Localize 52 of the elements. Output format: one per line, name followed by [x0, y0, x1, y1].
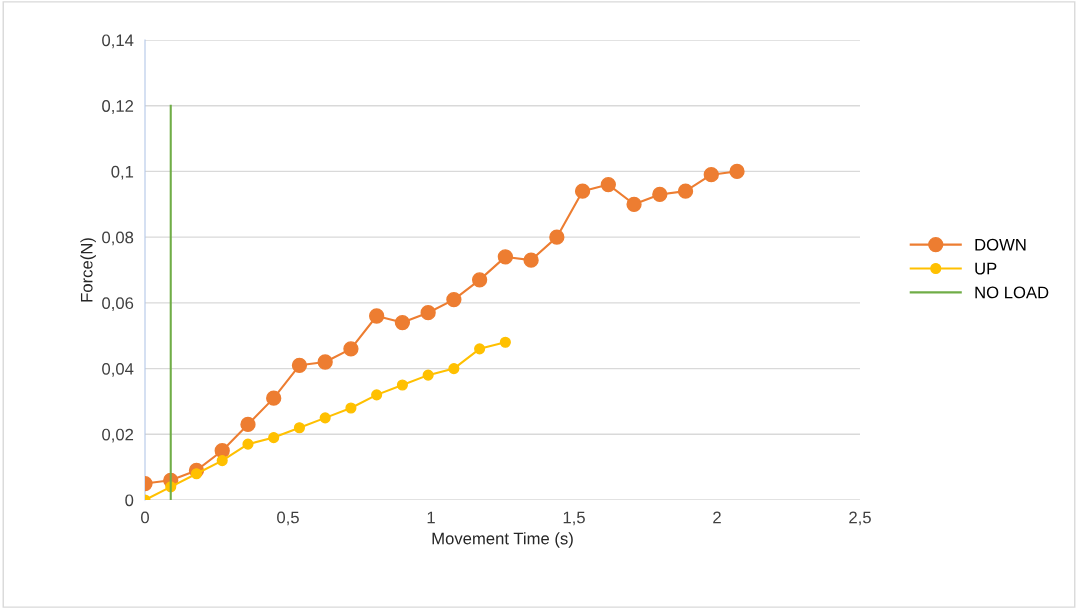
point	[319, 412, 331, 424]
point	[446, 291, 462, 308]
point	[420, 305, 436, 321]
point	[190, 468, 203, 480]
y-axis-title: Force(N)	[80, 238, 96, 302]
point	[291, 357, 308, 373]
point	[574, 183, 591, 199]
point	[216, 455, 228, 467]
y-tick-label: 0,08	[102, 231, 134, 246]
point	[499, 336, 511, 348]
point	[242, 438, 254, 450]
y-tick-label: 0,06	[102, 297, 134, 312]
x-axis-title: Movement Time (s)	[432, 532, 573, 548]
point	[317, 354, 333, 370]
y-tick-label: 0,12	[102, 100, 134, 114]
legend-label: NO LOAD	[975, 286, 1049, 299]
point	[343, 341, 359, 357]
point	[345, 402, 357, 414]
y-tick-label: 0,14	[102, 34, 134, 49]
point	[293, 422, 305, 434]
point	[677, 183, 694, 199]
point	[497, 249, 513, 265]
point	[448, 363, 460, 375]
x-tick-label: 1,5	[563, 511, 585, 526]
legend-label: DOWN	[975, 238, 1026, 251]
point	[626, 196, 642, 212]
y-tick-label: 0,04	[102, 362, 134, 377]
point	[371, 389, 383, 401]
point	[268, 432, 280, 444]
point	[471, 272, 488, 288]
point	[369, 308, 385, 324]
point	[240, 416, 256, 433]
x-tick-label: 1	[427, 511, 435, 524]
x-tick-label: 2,5	[849, 511, 871, 526]
point	[396, 379, 408, 391]
y-tick-label: 0,02	[102, 428, 134, 443]
point	[394, 314, 411, 331]
point	[523, 252, 539, 268]
point	[474, 343, 486, 355]
point	[422, 369, 434, 381]
x-tick-label: 2	[713, 511, 721, 524]
point	[652, 186, 668, 203]
point	[703, 167, 719, 183]
legend-label: UP	[975, 262, 997, 275]
x-tick-label: 0	[141, 511, 149, 524]
y-tick-label: 0,1	[111, 165, 134, 180]
point	[600, 176, 616, 193]
point	[266, 390, 282, 406]
y-tick-label: 0	[125, 494, 134, 507]
point	[549, 229, 565, 245]
point	[729, 163, 745, 180]
x-tick-label: 0,5	[277, 511, 299, 526]
